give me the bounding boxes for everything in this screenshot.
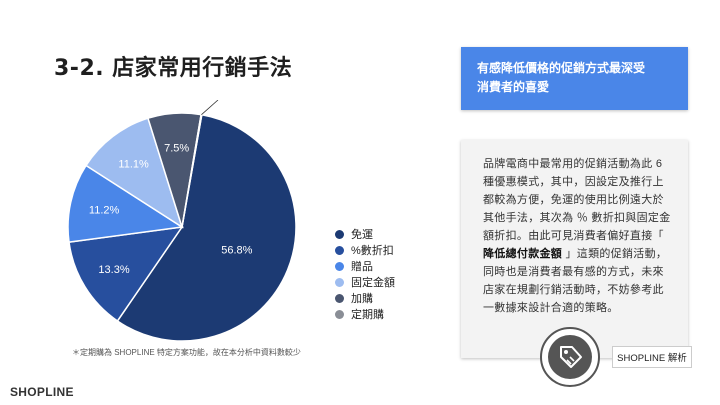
chart-legend: 免運 %數折扣贈品固定金額加購定期購 — [335, 226, 395, 322]
banner-line-2: 消費者的喜愛 — [477, 80, 550, 94]
legend-item-5: 定期購 — [335, 306, 395, 322]
legend-item-0: 免運 — [335, 226, 395, 242]
analysis-text-part-1: 品牌電商中最常用的促銷活動為此 6 種優惠模式，其中，因設定及推行上都較為方便，… — [483, 158, 671, 242]
legend-swatch-5 — [335, 309, 344, 319]
legend-swatch-1 — [335, 245, 344, 255]
highlight-banner: 有感降低價格的促銷方式最深受 消費者的喜愛 — [461, 47, 688, 110]
pie-label-4: 7.5% — [164, 142, 189, 154]
pie-label-0: 56.8% — [221, 244, 252, 256]
pie-chart: 56.8% 13.3% 11.2% 11.1% 7.5% 0.1% — [67, 100, 297, 342]
pie-label-2: 11.2% — [89, 205, 120, 217]
footnote: ＊定期購為 SHOPLINE 特定方案功能，故在本分析中資料數較少 — [72, 348, 301, 357]
page-title: 3-2. 店家常用行銷手法 — [54, 56, 293, 81]
pie-slice-3 — [85, 117, 184, 229]
pie-leader-line-5 — [201, 100, 219, 115]
pie-label-1: 13.3% — [98, 264, 129, 276]
badge-label: SHOPLINE 解析 — [612, 346, 692, 368]
legend-item-1: %數折扣 — [335, 242, 395, 258]
legend-item-2: 贈品 — [335, 258, 395, 274]
analysis-text: 品牌電商中最常用的促銷活動為此 6 種優惠模式，其中，因設定及推行上都較為方便，… — [483, 155, 672, 317]
legend-label-4: 加購 — [351, 293, 373, 305]
pie-label-3: 11.1% — [118, 159, 149, 171]
legend-swatch-3 — [335, 277, 344, 287]
legend-item-3: 固定金額 — [335, 274, 395, 290]
legend-swatch-4 — [335, 293, 344, 303]
legend-item-4: 加購 — [335, 290, 395, 306]
pie-slice-2 — [67, 164, 185, 243]
analysis-badge — [540, 327, 600, 387]
banner-line-1: 有感降低價格的促銷方式最深受 — [477, 61, 646, 75]
analysis-panel: 品牌電商中最常用的促銷活動為此 6 種優惠模式，其中，因設定及推行上都較為方便，… — [461, 140, 688, 358]
legend-label-0: 免運 — [351, 229, 373, 241]
pie-label-5: 0.1% — [220, 100, 245, 101]
legend-label-1: %數折扣 — [351, 245, 394, 257]
price-tag-icon — [548, 335, 592, 379]
legend-label-3: 固定金額 — [351, 277, 395, 289]
analysis-text-part-2: 」這類的促銷活動，同時也是消費者最有感的方式，未來店家在規劃行銷活動時，不妨參考… — [483, 248, 668, 314]
legend-label-2: 贈品 — [351, 261, 373, 273]
shopline-logo: SHOPLINE — [10, 385, 74, 399]
legend-label-5: 定期購 — [351, 309, 384, 321]
pie-slice-0 — [116, 113, 297, 342]
legend-swatch-0 — [335, 229, 344, 239]
legend-swatch-2 — [335, 261, 344, 271]
pie-slice-1 — [68, 226, 184, 323]
analysis-text-highlight: 降低總付款金額 — [483, 248, 566, 260]
